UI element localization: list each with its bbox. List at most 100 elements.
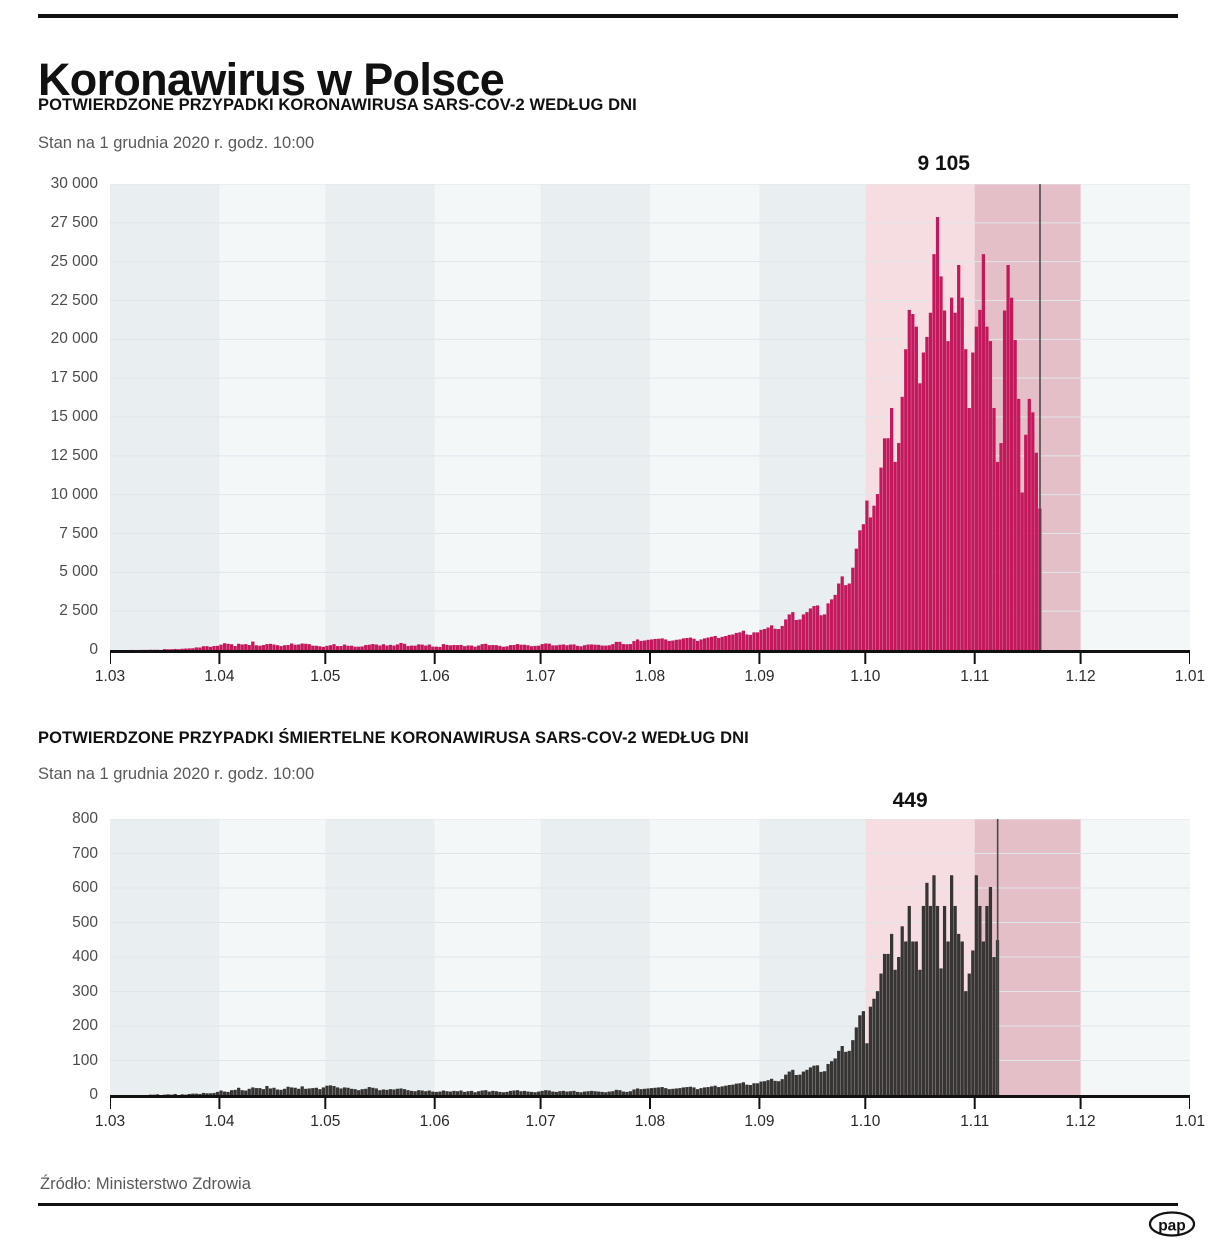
bar bbox=[427, 644, 431, 650]
bar bbox=[755, 632, 760, 650]
bar bbox=[406, 1090, 410, 1095]
bar bbox=[477, 645, 481, 650]
bar bbox=[678, 1088, 682, 1095]
bar bbox=[1024, 434, 1028, 650]
bar bbox=[755, 1083, 760, 1095]
bar bbox=[247, 1088, 251, 1095]
bar bbox=[752, 1083, 756, 1095]
bar bbox=[325, 1085, 329, 1095]
bar bbox=[939, 276, 943, 650]
bar bbox=[710, 636, 714, 650]
bar bbox=[738, 632, 742, 650]
bar bbox=[554, 645, 558, 650]
bar bbox=[681, 1087, 686, 1095]
bar bbox=[572, 644, 576, 650]
bar bbox=[805, 1069, 809, 1095]
bar bbox=[413, 1091, 417, 1095]
bar bbox=[318, 1089, 322, 1095]
bar bbox=[364, 1088, 368, 1095]
bar bbox=[1017, 398, 1021, 650]
bar bbox=[325, 645, 329, 650]
bar bbox=[953, 905, 957, 1095]
deaths-y-tick-label: 400 bbox=[72, 948, 98, 965]
bar bbox=[981, 941, 986, 1095]
bar bbox=[801, 1071, 806, 1095]
bar bbox=[794, 619, 798, 650]
bar bbox=[988, 341, 993, 650]
bar bbox=[575, 1091, 580, 1095]
bar bbox=[491, 645, 495, 650]
bar bbox=[166, 1094, 170, 1095]
bar bbox=[251, 1087, 255, 1095]
bar bbox=[639, 1089, 643, 1095]
bar bbox=[748, 634, 753, 650]
deaths-x-axis: 1.03 1.04 1.05 1.06 1.07 1.08 1.09 1.10 1.11 1.12… bbox=[0, 1113, 1216, 1143]
bar bbox=[967, 973, 971, 1095]
bar bbox=[713, 1085, 717, 1095]
cases-y-tick-label: 25 000 bbox=[50, 252, 98, 270]
bar bbox=[466, 1091, 470, 1095]
cases-svg bbox=[110, 184, 1190, 664]
bar bbox=[914, 326, 918, 650]
bar bbox=[455, 645, 460, 650]
bar bbox=[321, 646, 326, 650]
bar bbox=[364, 645, 368, 650]
bar bbox=[787, 614, 791, 650]
bar bbox=[487, 1091, 491, 1095]
bar bbox=[441, 644, 446, 650]
bar bbox=[360, 1089, 364, 1095]
pap-logo: pap bbox=[1148, 1211, 1196, 1237]
bar bbox=[480, 1090, 484, 1095]
bar bbox=[473, 646, 477, 650]
bar bbox=[558, 1091, 562, 1095]
bar bbox=[254, 645, 258, 650]
bar bbox=[921, 905, 926, 1095]
bar bbox=[293, 644, 297, 650]
bar bbox=[575, 645, 580, 650]
bar bbox=[258, 645, 262, 650]
deaths-x-tick-label: 1.10 bbox=[850, 1113, 881, 1130]
bar bbox=[600, 1091, 604, 1095]
bar bbox=[780, 625, 784, 650]
bar bbox=[621, 644, 626, 650]
bar bbox=[893, 969, 897, 1095]
bar bbox=[498, 645, 502, 650]
cases-x-tick-label: 1.01 bbox=[1174, 668, 1206, 685]
bar bbox=[293, 1087, 297, 1095]
bar bbox=[946, 341, 950, 650]
bar bbox=[918, 969, 922, 1095]
deaths-x-tick-label: 1.03 bbox=[94, 1113, 126, 1130]
bar bbox=[664, 639, 668, 650]
cases-x-tick-label: 1.09 bbox=[744, 668, 775, 685]
cases-y-tick-label: 0 bbox=[89, 641, 98, 658]
cases-x-tick-label: 1.11 bbox=[960, 668, 990, 685]
bar bbox=[314, 1087, 318, 1095]
bar bbox=[607, 645, 611, 650]
bar bbox=[537, 1091, 541, 1095]
bar bbox=[395, 644, 400, 650]
bar bbox=[374, 1088, 378, 1095]
bar bbox=[512, 645, 516, 650]
bar bbox=[854, 1027, 858, 1095]
bar bbox=[688, 637, 693, 650]
bar bbox=[244, 1090, 248, 1095]
bar bbox=[268, 643, 273, 650]
bar bbox=[741, 630, 746, 650]
bar bbox=[692, 638, 696, 650]
bar bbox=[674, 639, 678, 650]
cases-chart: 0 2 500 5 000 7 500 10 000 12 500 15 000 17 500… bbox=[0, 152, 1216, 690]
bar bbox=[561, 1090, 566, 1095]
bar bbox=[985, 326, 989, 650]
bar bbox=[342, 644, 347, 650]
bar bbox=[745, 634, 749, 650]
bar bbox=[466, 645, 470, 650]
cases-plot-area bbox=[110, 184, 1190, 664]
bar bbox=[381, 1089, 386, 1095]
cases-y-tick-label: 22 500 bbox=[50, 291, 98, 309]
bottom-divider bbox=[38, 1203, 1178, 1206]
bar bbox=[328, 645, 333, 650]
bar bbox=[568, 644, 573, 650]
svg-text:pap: pap bbox=[1158, 1218, 1186, 1235]
bar bbox=[893, 461, 897, 650]
bar bbox=[487, 645, 491, 650]
